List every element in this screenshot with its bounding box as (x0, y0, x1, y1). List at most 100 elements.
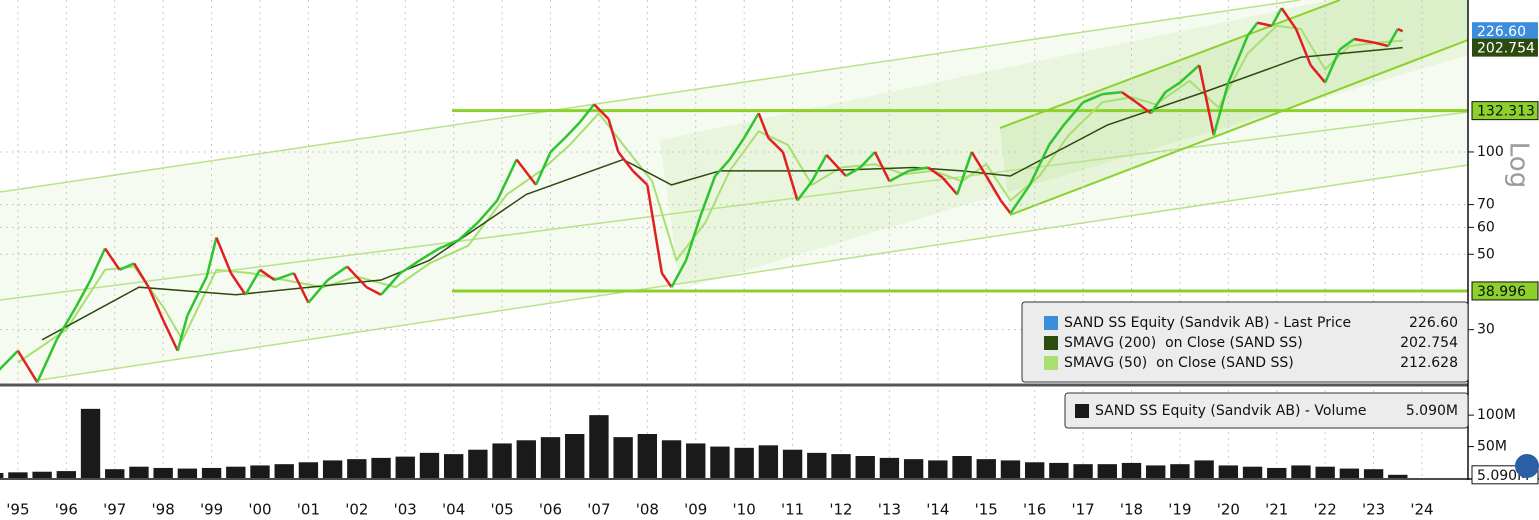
price-segment (1212, 82, 1230, 136)
price-segment (757, 112, 770, 139)
volume-bar (734, 447, 754, 478)
legend-label: SMAVG (200) on Close (SAND SS) (1064, 335, 1303, 351)
legend-box (1021, 301, 1469, 383)
price-segment (399, 259, 421, 275)
price-segment (147, 286, 165, 321)
price-segment (617, 151, 634, 172)
price-segment (1164, 81, 1181, 94)
price-segment (229, 272, 247, 296)
price-segment (1028, 144, 1051, 186)
volume-bar (540, 437, 561, 478)
price-segment (845, 166, 861, 178)
price-segment (549, 136, 566, 153)
price-segment (999, 199, 1012, 215)
scroll-button[interactable] (1515, 454, 1539, 478)
price-segment (670, 259, 688, 288)
x-tick-label: '06 (539, 501, 562, 519)
x-tick-label: '18 (1120, 501, 1143, 519)
channel-line (1009, 39, 1469, 216)
x-tick-label: '09 (684, 501, 707, 519)
y-tick-label: 100M (1477, 407, 1516, 423)
price-segment (607, 118, 620, 153)
price-segment (714, 158, 731, 177)
y-tick-label: 50 (1477, 246, 1495, 262)
price-segment (873, 151, 891, 182)
level-tag (1471, 101, 1539, 121)
volume-bar (903, 459, 924, 478)
price-segment (1338, 37, 1355, 51)
volume-bar (250, 465, 270, 478)
legend-box (1064, 392, 1469, 429)
price-segment (307, 279, 329, 304)
x-tick-label: '00 (248, 501, 271, 519)
volume-bar (928, 460, 948, 478)
price-segment (985, 175, 1002, 202)
price-segment (1198, 64, 1216, 136)
price-segment (1135, 101, 1152, 115)
volume-bar (347, 459, 367, 478)
price-segment (457, 221, 479, 242)
price-segment (908, 166, 929, 173)
volume-bar (855, 456, 875, 478)
volume-bar (322, 460, 343, 478)
price-segment (859, 151, 876, 169)
volume-bar (1170, 464, 1190, 478)
y-tick-label: 30 (1477, 322, 1495, 338)
volume-bar (419, 452, 440, 478)
price-segment (186, 275, 208, 317)
volume-bar (443, 454, 464, 478)
channel-line (39, 164, 1469, 381)
price-segment (1009, 184, 1031, 214)
volume-bar (153, 467, 173, 478)
price-segment (684, 215, 702, 261)
price-segment (365, 286, 382, 296)
price-segment (534, 151, 552, 186)
price-segment (1280, 7, 1298, 30)
volume-bar (686, 443, 706, 478)
volume-bar (516, 440, 536, 478)
x-tick-label: '07 (587, 501, 610, 519)
price-segment (476, 199, 499, 224)
legend-value: 226.60 (1409, 315, 1458, 331)
volume-bar (1388, 474, 1408, 478)
price-segment (74, 279, 92, 308)
price-segment (660, 272, 673, 288)
x-tick-label: '17 (1071, 501, 1094, 519)
x-tick-label: '24 (1410, 501, 1433, 519)
volume-bar (1146, 465, 1166, 478)
volume-bar (565, 434, 585, 478)
volume-bar (8, 472, 28, 478)
price-segment (1102, 90, 1122, 96)
volume-bar (661, 440, 682, 478)
volume-bar (1073, 464, 1093, 478)
volume-bar (129, 466, 149, 478)
legend-swatch (1044, 356, 1058, 370)
price-segment (956, 151, 973, 195)
volume-bar (1000, 460, 1021, 478)
volume-bar (468, 449, 488, 478)
volume-bar (807, 452, 827, 478)
volume-bar (1267, 467, 1287, 478)
volume-bar (1315, 466, 1335, 478)
volume-bar (831, 454, 851, 478)
price-segment (1121, 91, 1138, 104)
legend-value: 202.754 (1400, 335, 1458, 351)
y-tick-label: 60 (1477, 219, 1495, 235)
volume-bar (371, 457, 391, 478)
volume-bar (298, 462, 319, 478)
volume-bar (1049, 462, 1069, 478)
volume-bar (395, 456, 415, 478)
price-segment (1257, 21, 1273, 28)
channel-line (0, 111, 1469, 301)
volume-bar (1121, 462, 1142, 478)
legend-label: SAND SS Equity (Sandvik AB) - Volume (1095, 403, 1366, 419)
price-segment (176, 315, 189, 352)
axes: 30 50 60 70 100 '95 '96 '97 '98 '99 '00 '01 '02 '03 '0… (6, 22, 1539, 519)
price-segment (631, 169, 649, 186)
price-segment (646, 184, 664, 274)
volume-bar (1363, 469, 1384, 478)
price-segment (564, 121, 581, 139)
x-tick-label: '22 (1314, 501, 1337, 519)
volume-bar (758, 445, 779, 478)
x-tick-label: '01 (297, 501, 320, 519)
